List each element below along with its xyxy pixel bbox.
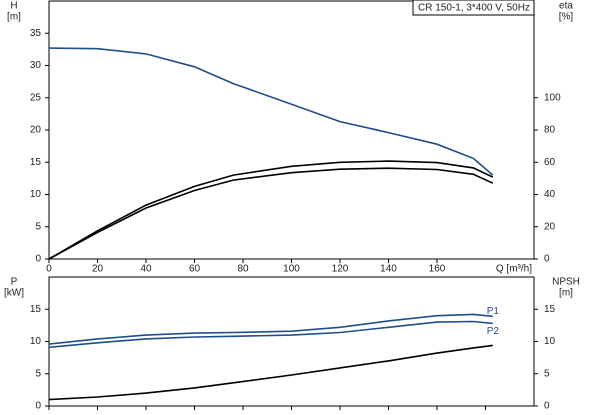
- x-tick-label: 60: [189, 264, 201, 275]
- y2-axis-label: eta: [559, 1, 573, 12]
- series-line: [48, 167, 494, 260]
- y-tick-label: 0: [35, 401, 41, 412]
- y-axis-label: H: [10, 1, 17, 12]
- y2-axis-label: NPSH: [552, 277, 580, 288]
- x-tick-label: 0: [46, 264, 52, 275]
- y2-axis-label: [m]: [559, 288, 573, 299]
- series-line: [48, 344, 493, 401]
- y2-tick-label: 0: [544, 401, 550, 412]
- chart-title: CR 150-1, 3*400 V, 50Hz: [418, 3, 530, 14]
- series-line: [48, 320, 493, 349]
- y-tick-label: 20: [30, 125, 42, 136]
- series-line: [48, 160, 494, 260]
- y2-tick-label: 60: [544, 157, 556, 168]
- y-axis-label: [m]: [7, 12, 21, 23]
- x-tick-label: 120: [332, 264, 349, 275]
- y2-tick-label: 20: [544, 221, 556, 232]
- y-tick-label: 30: [30, 60, 42, 71]
- y2-tick-label: 40: [544, 189, 556, 200]
- series-label: P2: [487, 326, 500, 337]
- y-tick-label: 15: [30, 157, 42, 168]
- y-tick-label: 10: [30, 189, 42, 200]
- y-tick-label: 15: [30, 304, 42, 315]
- x-tick-label: 40: [140, 264, 152, 275]
- y2-tick-label: 5: [544, 368, 550, 379]
- x-axis-label: Q [m³/h]: [496, 264, 532, 275]
- y2-tick-label: 80: [544, 125, 556, 136]
- y-tick-label: 5: [35, 368, 41, 379]
- series-line: [48, 313, 493, 345]
- x-tick-label: 100: [283, 264, 300, 275]
- y2-tick-label: 0: [544, 254, 550, 265]
- y-axis-label: [kW]: [4, 288, 24, 299]
- x-tick-label: 160: [429, 264, 446, 275]
- x-tick-label: 140: [380, 264, 397, 275]
- y-tick-label: 5: [35, 221, 41, 232]
- series-label: P1: [487, 306, 500, 317]
- y-tick-label: 35: [30, 28, 42, 39]
- x-tick-label: 20: [92, 264, 104, 275]
- y-tick-label: 25: [30, 92, 42, 103]
- series-line: [48, 47, 494, 176]
- y2-tick-label: 15: [544, 304, 556, 315]
- title-box: [412, 0, 535, 16]
- x-tick-label: 80: [237, 264, 249, 275]
- y2-axis-label: [%]: [559, 12, 574, 23]
- y2-tick-label: 100: [544, 92, 561, 103]
- y-tick-label: 10: [30, 336, 42, 347]
- y-axis-label: P: [11, 277, 18, 288]
- y-tick-label: 0: [35, 254, 41, 265]
- y2-tick-label: 10: [544, 336, 556, 347]
